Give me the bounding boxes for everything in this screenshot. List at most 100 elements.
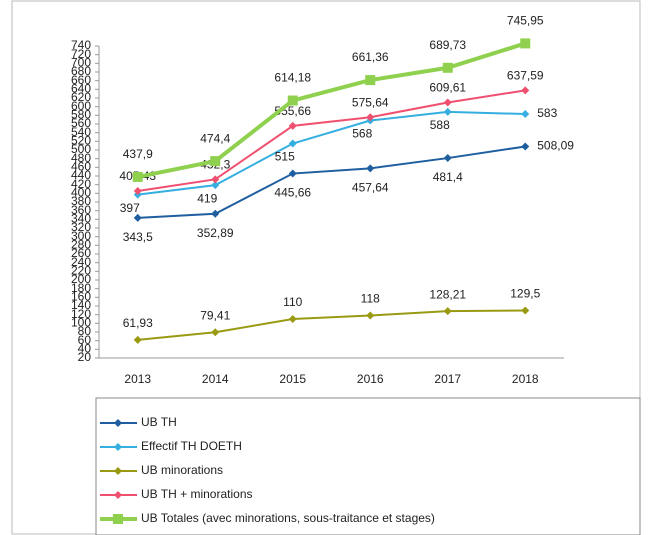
legend-marker <box>113 514 123 524</box>
data-label: 419 <box>197 191 217 205</box>
y-tick-label: 40 <box>78 342 92 356</box>
data-label: 588 <box>430 118 450 132</box>
data-label: 583 <box>537 106 557 120</box>
x-tick-label: 2017 <box>434 372 461 386</box>
y-tick-label: 680 <box>71 64 91 78</box>
y-tick-label: 320 <box>71 220 91 234</box>
y-tick-label: 60 <box>78 333 92 347</box>
y-tick-label: 80 <box>78 324 92 338</box>
data-label: 128,21 <box>429 287 466 301</box>
data-label: 61,93 <box>123 316 153 330</box>
legend-marker <box>114 467 122 475</box>
point <box>288 169 297 178</box>
y-tick-label: 600 <box>71 99 91 113</box>
y-tick-label: 200 <box>71 272 91 286</box>
data-label: 609,61 <box>429 81 466 95</box>
data-label: 457,64 <box>352 181 389 195</box>
series-line <box>137 309 526 341</box>
point <box>443 307 452 316</box>
point <box>521 86 530 95</box>
point <box>210 156 221 167</box>
x-tick-label: 2015 <box>279 372 306 386</box>
y-tick-label: 720 <box>71 47 91 61</box>
legend-label: UB TH <box>141 415 177 429</box>
y-tick-label: 100 <box>71 316 91 330</box>
data-label: 481,4 <box>433 170 463 184</box>
y-tick-label: 500 <box>71 142 91 156</box>
y-tick-label: 640 <box>71 82 91 96</box>
legend-label: UB Totales (avec minorations, sous-trait… <box>141 511 435 525</box>
data-label: 110 <box>283 295 302 309</box>
series-line <box>137 41 526 179</box>
y-tick-label: 220 <box>71 264 91 278</box>
data-label: 437,9 <box>123 147 153 161</box>
y-tick-label: 740 <box>71 38 91 52</box>
data-label: 661,36 <box>352 50 389 64</box>
point <box>366 113 375 122</box>
point <box>288 121 297 130</box>
legend-box <box>95 397 641 535</box>
point <box>442 62 453 73</box>
y-tick-label: 440 <box>71 168 91 182</box>
data-label: 637,59 <box>507 69 544 83</box>
point <box>365 75 376 86</box>
y-tick-label: 620 <box>71 90 91 104</box>
y-tick-label: 540 <box>71 125 91 139</box>
x-tick-label: 2013 <box>124 372 151 386</box>
data-label: 689,73 <box>429 38 466 52</box>
point <box>288 139 297 148</box>
y-tick-label: 340 <box>71 212 91 226</box>
series-line <box>137 110 526 196</box>
point <box>211 209 220 218</box>
legend-marker <box>114 491 122 499</box>
y-tick-label: 480 <box>71 151 91 165</box>
y-tick-label: 120 <box>71 307 91 321</box>
point <box>211 328 220 337</box>
data-label: 575,64 <box>352 95 389 109</box>
point <box>521 110 530 119</box>
data-label: 129,5 <box>510 287 540 301</box>
x-tick-label: 2016 <box>357 372 384 386</box>
data-label: 79,41 <box>200 308 230 322</box>
point <box>211 175 220 184</box>
data-label: 343,5 <box>123 230 153 244</box>
point <box>366 311 375 320</box>
point <box>520 38 531 49</box>
y-tick-label: 300 <box>71 229 91 243</box>
legend-label: UB minorations <box>141 463 223 477</box>
data-label: 352,89 <box>197 226 234 240</box>
point <box>132 171 143 182</box>
legend-label: UB TH + minorations <box>141 487 253 501</box>
data-label: 515 <box>275 150 295 164</box>
y-tick-label: 280 <box>71 238 91 252</box>
data-label: 614,18 <box>274 71 311 85</box>
point <box>366 164 375 173</box>
point <box>443 98 452 107</box>
data-label: 568 <box>352 127 372 141</box>
data-label: 508,09 <box>537 139 574 153</box>
data-label: 445,66 <box>274 186 311 200</box>
x-tick-label: 2018 <box>512 372 539 386</box>
y-tick-label: 460 <box>71 160 91 174</box>
y-tick-label: 160 <box>71 290 91 304</box>
y-tick-label: 260 <box>71 246 91 260</box>
y-tick-label: 20 <box>78 350 92 364</box>
point <box>443 107 452 116</box>
data-label: 118 <box>361 292 380 306</box>
point <box>288 315 297 323</box>
legend-label: Effectif TH DOETH <box>141 439 242 453</box>
point <box>287 95 298 106</box>
y-tick-label: 180 <box>71 281 91 295</box>
y-tick-label: 560 <box>71 116 91 130</box>
data-label: 745,95 <box>507 14 544 28</box>
point <box>521 306 530 315</box>
point <box>443 154 452 163</box>
series-line <box>137 145 526 219</box>
data-label: 474,4 <box>200 131 230 145</box>
legend-marker <box>114 443 122 451</box>
y-tick-label: 400 <box>71 186 91 200</box>
y-tick-label: 140 <box>71 298 91 312</box>
series-line <box>137 89 526 192</box>
y-tick-label: 240 <box>71 255 91 269</box>
